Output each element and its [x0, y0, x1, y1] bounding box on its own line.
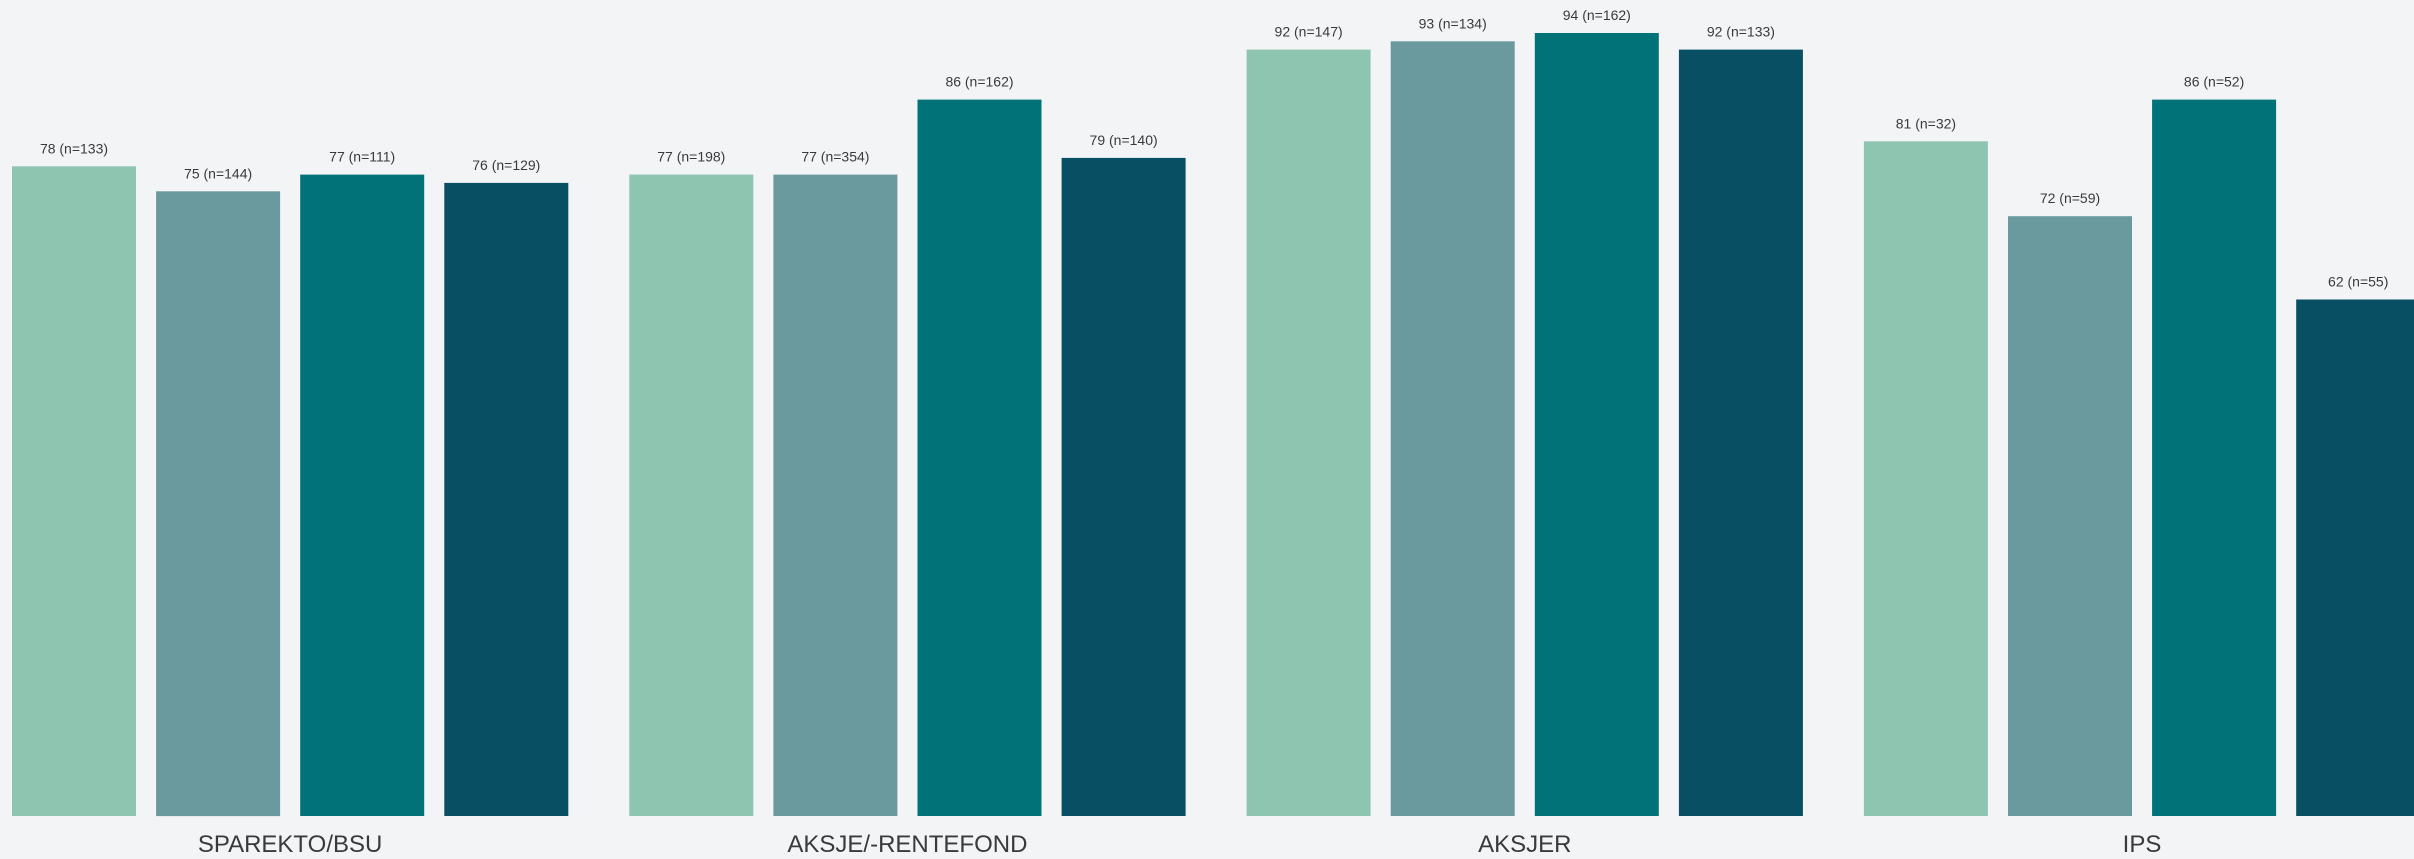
bar-0-3	[444, 182, 569, 816]
data-label-3-3: 62 (n=55)	[2328, 274, 2388, 290]
category-label-0: SPAREKTO/BSU	[198, 831, 383, 858]
data-label-1-1: 77 (n=354)	[801, 149, 869, 165]
bars-layer	[12, 33, 2414, 817]
data-labels-layer: 78 (n=133) 75 (n=144) 77 (n=111) 76 (n=129)…	[40, 7, 2388, 290]
bar-3-0	[1863, 141, 1988, 817]
bar-2-2	[1534, 33, 1659, 816]
data-label-1-2: 86 (n=162)	[945, 74, 1013, 90]
data-label-3-0: 81 (n=32)	[1896, 115, 1956, 131]
data-label-0-1: 75 (n=144)	[184, 165, 252, 181]
bar-2-1	[1390, 41, 1515, 817]
bar-1-2	[917, 99, 1042, 817]
bar-2-3	[1678, 49, 1803, 817]
bar-0-0	[12, 166, 136, 817]
data-label-2-0: 92 (n=147)	[1275, 24, 1343, 40]
data-label-2-2: 94 (n=162)	[1563, 7, 1631, 23]
data-label-0-0: 78 (n=133)	[40, 140, 108, 156]
category-label-2: AKSJER	[1478, 831, 1571, 858]
data-label-1-0: 77 (n=198)	[657, 149, 725, 165]
category-labels-layer: SPAREKTO/BSU AKSJE/-RENTEFOND AKSJER IPS	[198, 831, 2161, 858]
category-label-1: AKSJE/-RENTEFOND	[787, 831, 1027, 858]
data-label-0-3: 76 (n=129)	[472, 157, 540, 173]
bar-1-3	[1061, 157, 1186, 816]
bar-3-2	[2152, 99, 2277, 817]
bar-2-0	[1246, 49, 1371, 817]
data-label-1-3: 79 (n=140)	[1090, 132, 1158, 148]
bar-1-1	[773, 174, 898, 817]
data-label-2-3: 92 (n=133)	[1707, 24, 1775, 40]
bar-3-3	[2296, 299, 2414, 816]
bar-3-1	[2008, 216, 2132, 816]
bar-0-2	[300, 174, 425, 817]
data-label-0-2: 77 (n=111)	[329, 149, 395, 165]
category-label-3: IPS	[2123, 831, 2162, 858]
bar-1-0	[629, 174, 754, 817]
data-label-2-1: 93 (n=134)	[1419, 15, 1487, 31]
data-label-3-2: 86 (n=52)	[2184, 74, 2244, 90]
bar-0-1	[156, 191, 281, 817]
data-label-3-1: 72 (n=59)	[2040, 190, 2100, 206]
